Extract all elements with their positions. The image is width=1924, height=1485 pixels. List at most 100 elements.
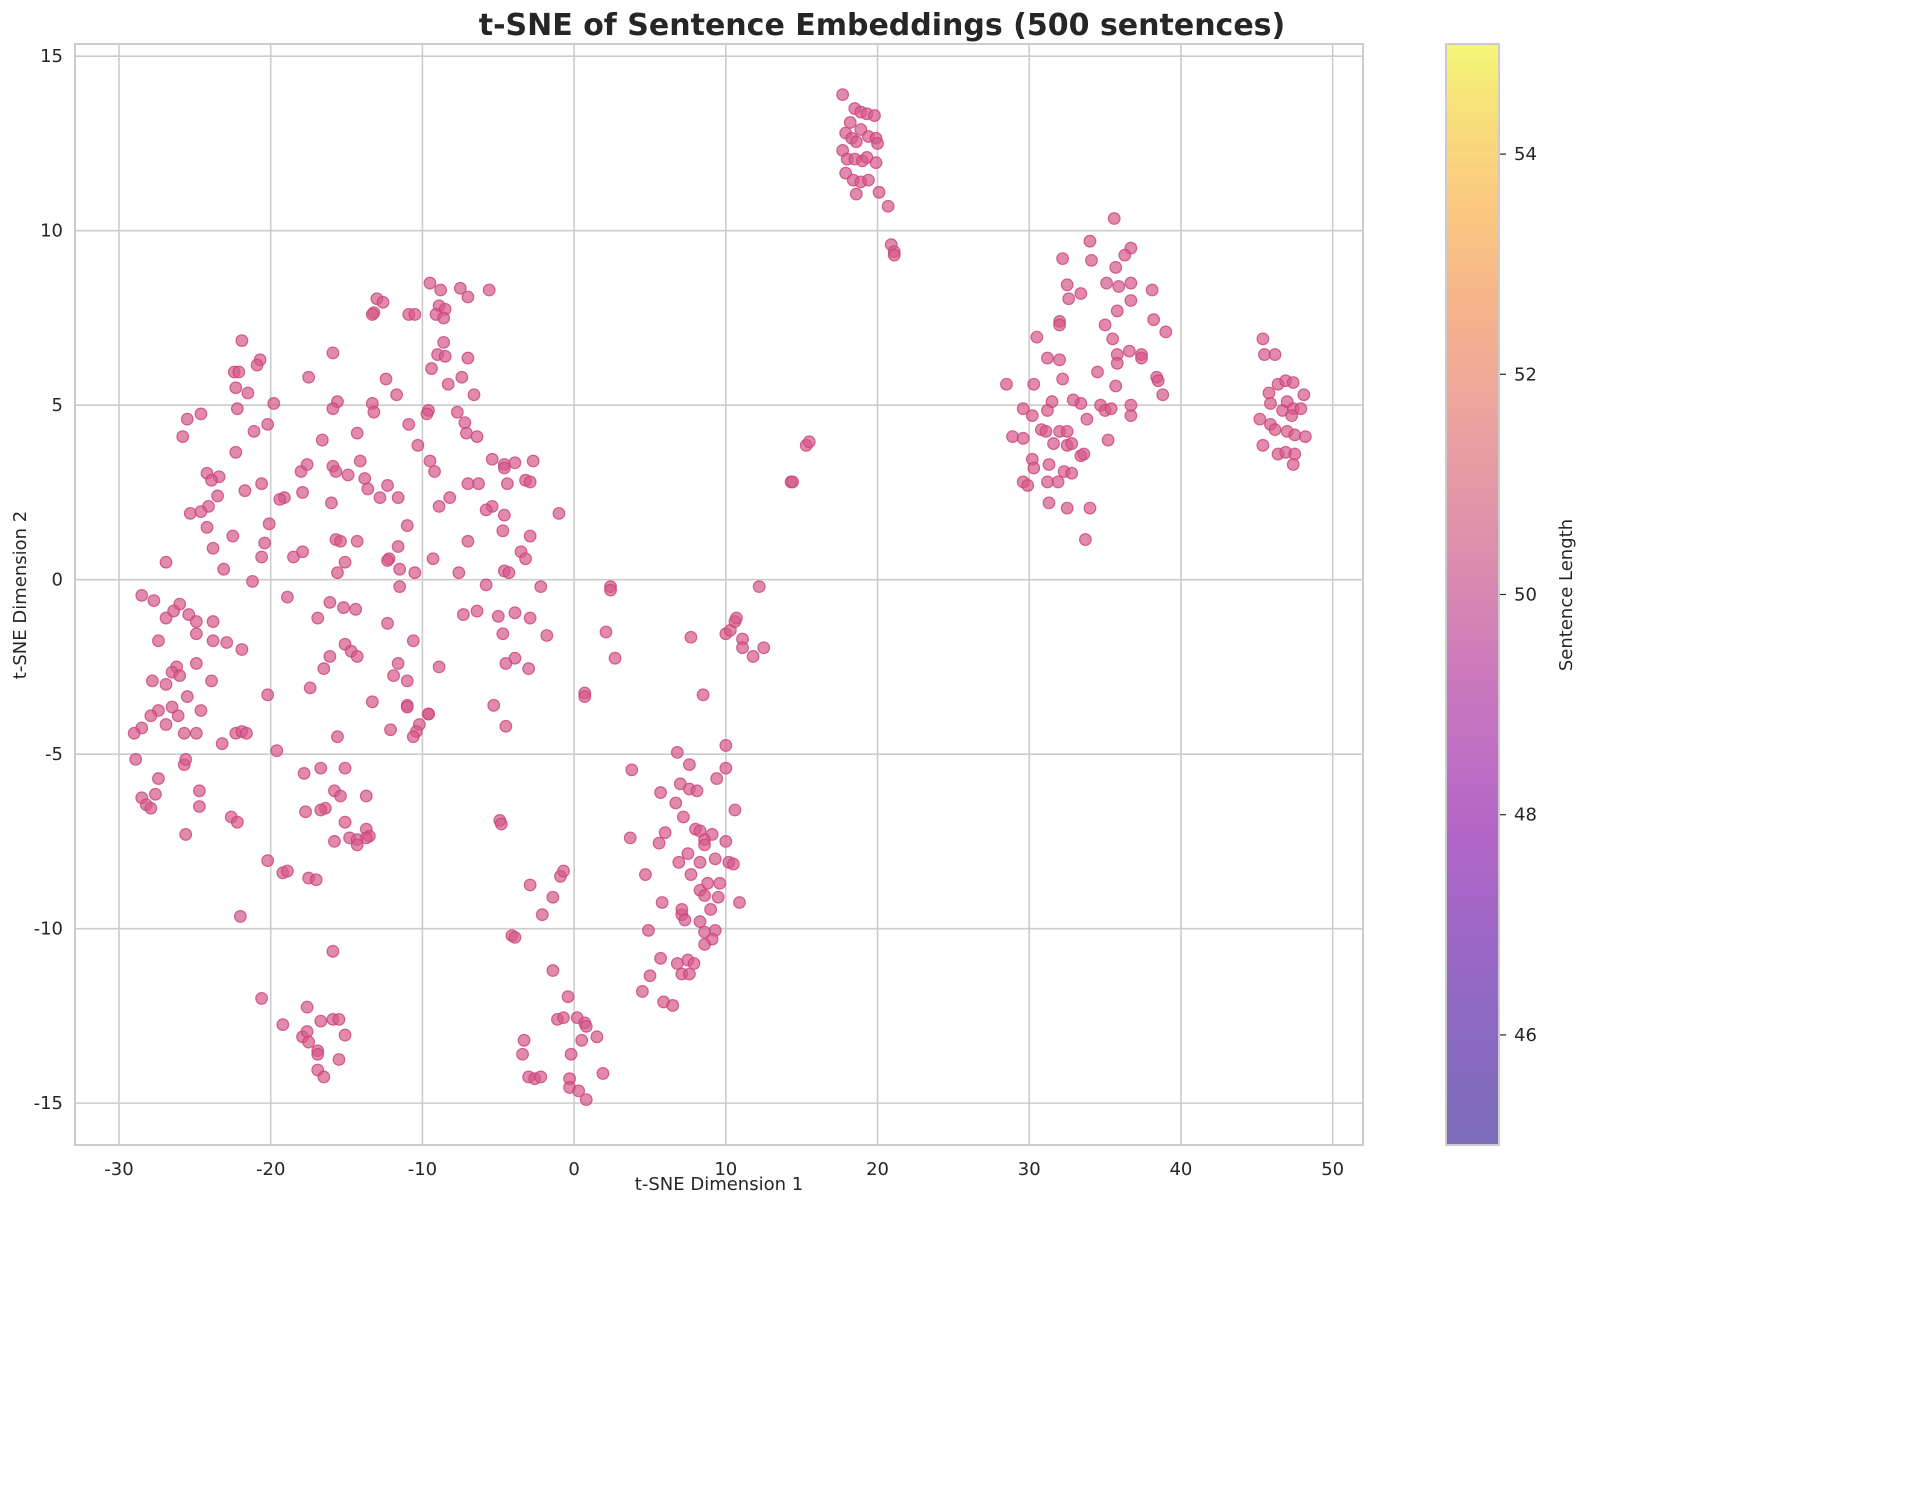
data-point [496,524,510,538]
colorbar-tick-label: 46 [1514,1025,1537,1046]
data-point [349,602,363,616]
data-point [1098,318,1112,332]
x-tick-label: 40 [1169,1159,1192,1180]
data-point [625,763,639,777]
data-point [1056,252,1070,266]
data-point [159,611,173,625]
data-point [314,1014,328,1028]
data-point [635,985,649,998]
data-point [752,580,766,594]
x-axis-label: t-SNE Dimension 1 [635,1174,803,1195]
data-point [391,657,405,670]
data-point [393,580,407,594]
y-tick-label: -10 [34,919,63,940]
data-point [1107,212,1121,225]
data-point [180,412,194,426]
data-point [728,803,742,817]
data-point [426,552,440,566]
data-point [494,817,508,831]
data-point [727,857,740,871]
data-point [331,730,344,744]
data-point [432,499,446,513]
data-point [361,482,375,496]
data-point [332,1012,346,1026]
data-point [1021,479,1035,492]
data-point [270,744,284,758]
data-point [379,372,393,386]
data-point [423,276,437,290]
data-point [681,847,695,861]
data-point [373,491,387,505]
y-axis-label: t-SNE Dimension 2 [10,511,31,679]
data-point [642,923,655,937]
data-point [1268,423,1282,437]
data-point [599,625,613,639]
data-point [596,1067,610,1080]
data-point [1285,409,1299,423]
data-point [862,173,875,187]
data-point [736,641,749,655]
data-point [144,801,158,815]
data-point [189,726,203,740]
x-tick-label: -30 [104,1159,133,1180]
data-point [669,796,683,810]
x-tick-label: -10 [408,1159,437,1180]
data-point [423,454,437,468]
data-point [516,1047,529,1061]
data-point [523,611,537,625]
data-point [193,784,206,798]
x-axis-ticks: -30 -20 -10 0 10 20 30 40 50 [104,1159,1344,1180]
data-point [670,957,684,970]
data-point [719,761,733,775]
data-point [391,491,405,505]
data-point [497,461,511,475]
data-point [258,536,272,550]
x-tick-label: -20 [256,1159,285,1180]
data-point [129,752,143,766]
data-point [575,1033,589,1047]
data-point [1041,475,1054,489]
data-point [733,896,746,909]
data-point [206,634,220,648]
data-point [127,726,141,740]
data-point [350,838,364,852]
data-point [708,852,722,866]
data-point [655,896,669,909]
data-point [1085,253,1098,267]
data-point [193,800,206,813]
data-point [135,588,149,602]
data-point [400,674,414,688]
data-point [331,566,344,580]
data-point [267,397,281,410]
data-point [1062,292,1076,306]
data-point [1080,412,1094,426]
data-point [461,534,475,548]
data-point [324,496,338,510]
y-tick-label: 15 [40,46,63,67]
data-point [217,562,231,576]
data-point [261,688,275,702]
data-point [359,789,373,803]
data-point [523,878,537,892]
x-tick-label: 0 [568,1159,579,1180]
data-point [220,636,234,649]
data-point [453,281,467,295]
data-point [326,346,340,360]
data-point [564,1047,578,1061]
data-point [1042,458,1056,471]
data-point [241,386,255,400]
data-point [461,477,475,491]
data-point [205,674,218,688]
data-point [299,805,312,819]
colorbar-tick-label: 50 [1514,585,1537,606]
data-point [1112,280,1126,293]
data-point [406,634,420,648]
data-point [180,690,194,703]
data-point [296,486,309,499]
data-point [654,786,667,799]
y-axis-ticks: -15 -10 -5 0 5 10 15 [34,46,63,1114]
data-point [200,520,214,534]
data-point [1264,397,1277,410]
colorbar-ticks: 46 48 50 52 54 [1500,144,1537,1046]
